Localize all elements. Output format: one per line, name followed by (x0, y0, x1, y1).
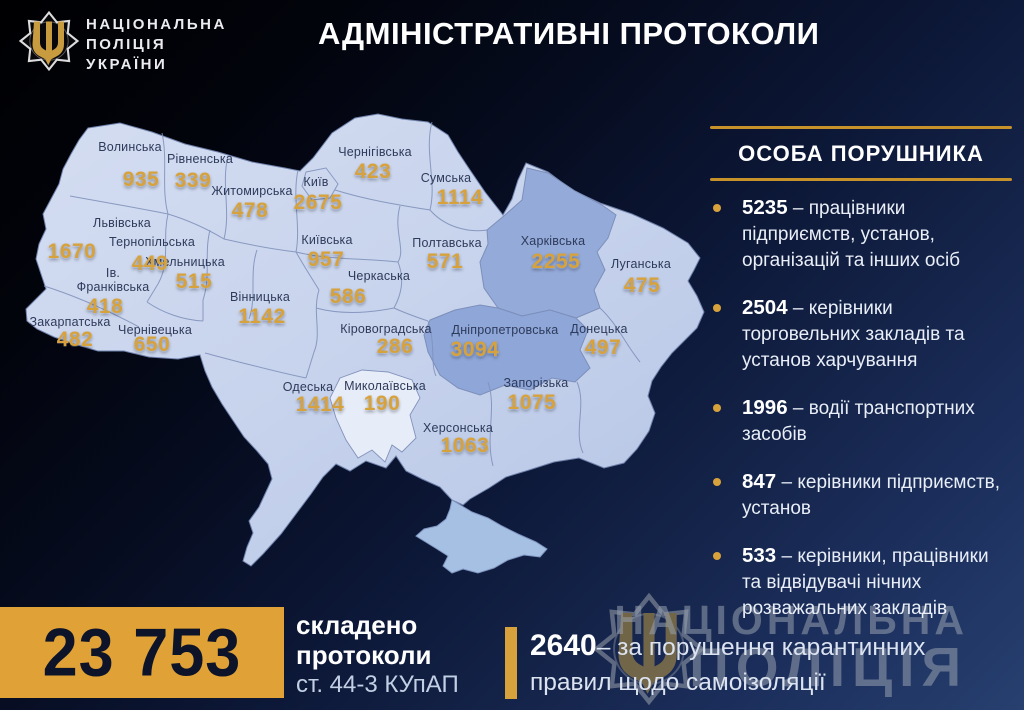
region-name-label: Київ (303, 175, 329, 189)
region-value: 190 (363, 392, 401, 415)
region-value: 1114 (436, 186, 484, 209)
violator-description: – водії транспортних засобів (742, 398, 975, 445)
region-name-label: Донецька (570, 322, 628, 336)
region-value: 935 (122, 168, 160, 191)
violator-count: 2504 (742, 296, 788, 319)
bullet-icon (713, 404, 721, 412)
region-name-label: Кіровоградська (340, 322, 432, 336)
logo-line1: НАЦІОНАЛЬНА (86, 16, 227, 33)
region-name-label: Миколаївська (344, 379, 426, 393)
region-name-label: Херсонська (423, 421, 493, 435)
region-value: 478 (231, 199, 269, 222)
region-value: 339 (174, 169, 212, 192)
region-name-label: Чернівецька (118, 323, 192, 337)
region-value: 497 (584, 336, 622, 359)
region-name-label: Ів. Франківська (76, 266, 150, 294)
violator-count: 847 (742, 470, 777, 493)
region-value: 1670 (47, 240, 97, 263)
region-value: 650 (133, 333, 171, 356)
logo-text: НАЦІОНАЛЬНА ПОЛІЦІЯ УКРАЇНИ (86, 15, 227, 75)
violator-description: – керівники, працівники та відвідувачі н… (742, 546, 989, 619)
region-name-label: Київська (301, 233, 353, 247)
region-name-label: Волинська (98, 140, 162, 154)
violator-list-item: 5235 – працівники підприємств, установ, … (710, 195, 1012, 274)
region-value: 3094 (450, 338, 500, 361)
region-value: 449 (131, 252, 169, 275)
bullet-icon (713, 478, 721, 486)
region-value: 586 (329, 285, 367, 308)
region-name-label: Львівська (93, 216, 151, 230)
region-value: 418 (86, 295, 124, 318)
region-name-label: Закарпатська (29, 315, 111, 329)
region-name-label: Запорізька (503, 376, 569, 390)
region-value: 957 (307, 248, 345, 271)
police-badge-watermark-icon (592, 592, 706, 706)
logo-line3: УКРАЇНИ (86, 56, 168, 73)
violator-description: – керівники торговельних закладів та уст… (742, 298, 965, 371)
violator-count: 5235 (742, 196, 788, 219)
violator-list: 5235 – працівники підприємств, установ, … (710, 195, 1012, 622)
violator-list-item: 2504 – керівники торговельних закладів т… (710, 295, 1012, 374)
region-value: 571 (426, 250, 464, 273)
region-name-label: Полтавська (412, 236, 482, 250)
region-name-label: Хмельницька (145, 255, 225, 269)
region-value: 1075 (507, 391, 557, 414)
violator-count: 533 (742, 544, 777, 567)
violator-description: – керівники підприємств, установ (742, 472, 1001, 519)
region-name-label: Вінницька (229, 290, 291, 304)
violator-list-item: 1996 – водії транспортних засобів (710, 395, 1012, 448)
region-value: 1063 (440, 434, 490, 457)
region-value: 286 (376, 335, 414, 358)
region-value: 482 (56, 328, 94, 351)
violator-description: – працівники підприємств, установ, орган… (742, 198, 961, 271)
region-value: 1142 (238, 305, 286, 328)
region-dnipro-shape (423, 304, 591, 396)
region-name-label: Черкаська (347, 269, 411, 283)
sidebar-title: ОСОБА ПОРУШНИКА (738, 141, 984, 166)
region-value: 515 (175, 270, 213, 293)
violator-list-item: 847 – керівники підприємств, установ (710, 469, 1012, 522)
region-value: 2675 (293, 191, 343, 214)
region-kharkiv-shape (479, 167, 617, 319)
bullet-icon (713, 552, 721, 560)
region-value: 423 (354, 160, 392, 183)
police-badge-icon (18, 10, 80, 72)
violator-sidebar: ОСОБА ПОРУШНИКА 5235 – працівники підпри… (710, 118, 1012, 643)
region-value: 2255 (531, 250, 581, 273)
bullet-icon (713, 204, 721, 212)
region-name-label: Дніпропетровська (451, 323, 559, 337)
region-name-label: Сумська (420, 171, 472, 185)
violator-count: 1996 (742, 396, 788, 419)
crimea-shape (415, 499, 548, 574)
region-name-label: Тернопільська (108, 235, 196, 249)
gold-divider-top (710, 126, 1012, 129)
region-borders (43, 121, 641, 467)
violator-list-item: 533 – керівники, працівники та відвідува… (710, 543, 1012, 622)
region-name-label: Луганська (611, 257, 671, 271)
logo-line2: ПОЛІЦІЯ (86, 36, 167, 53)
region-name-label: Чернігівська (338, 145, 412, 159)
region-name-label: Житомирська (211, 184, 293, 198)
region-value: 475 (623, 274, 661, 297)
header: НАЦІОНАЛЬНА ПОЛІЦІЯ УКРАЇНИ АДМІНІСТРАТИ… (0, 0, 1024, 100)
region-mykolaiv-shape (329, 369, 421, 463)
page-title: АДМІНІСТРАТИВНІ ПРОТОКОЛИ (318, 16, 820, 51)
region-value: 1414 (295, 393, 345, 416)
region-name-label: Харківська (520, 234, 586, 248)
region-name-label: Одеська (282, 380, 334, 394)
region-name-label: Рівненська (167, 152, 233, 166)
gold-divider-bottom (710, 178, 1012, 181)
bullet-icon (713, 304, 721, 312)
